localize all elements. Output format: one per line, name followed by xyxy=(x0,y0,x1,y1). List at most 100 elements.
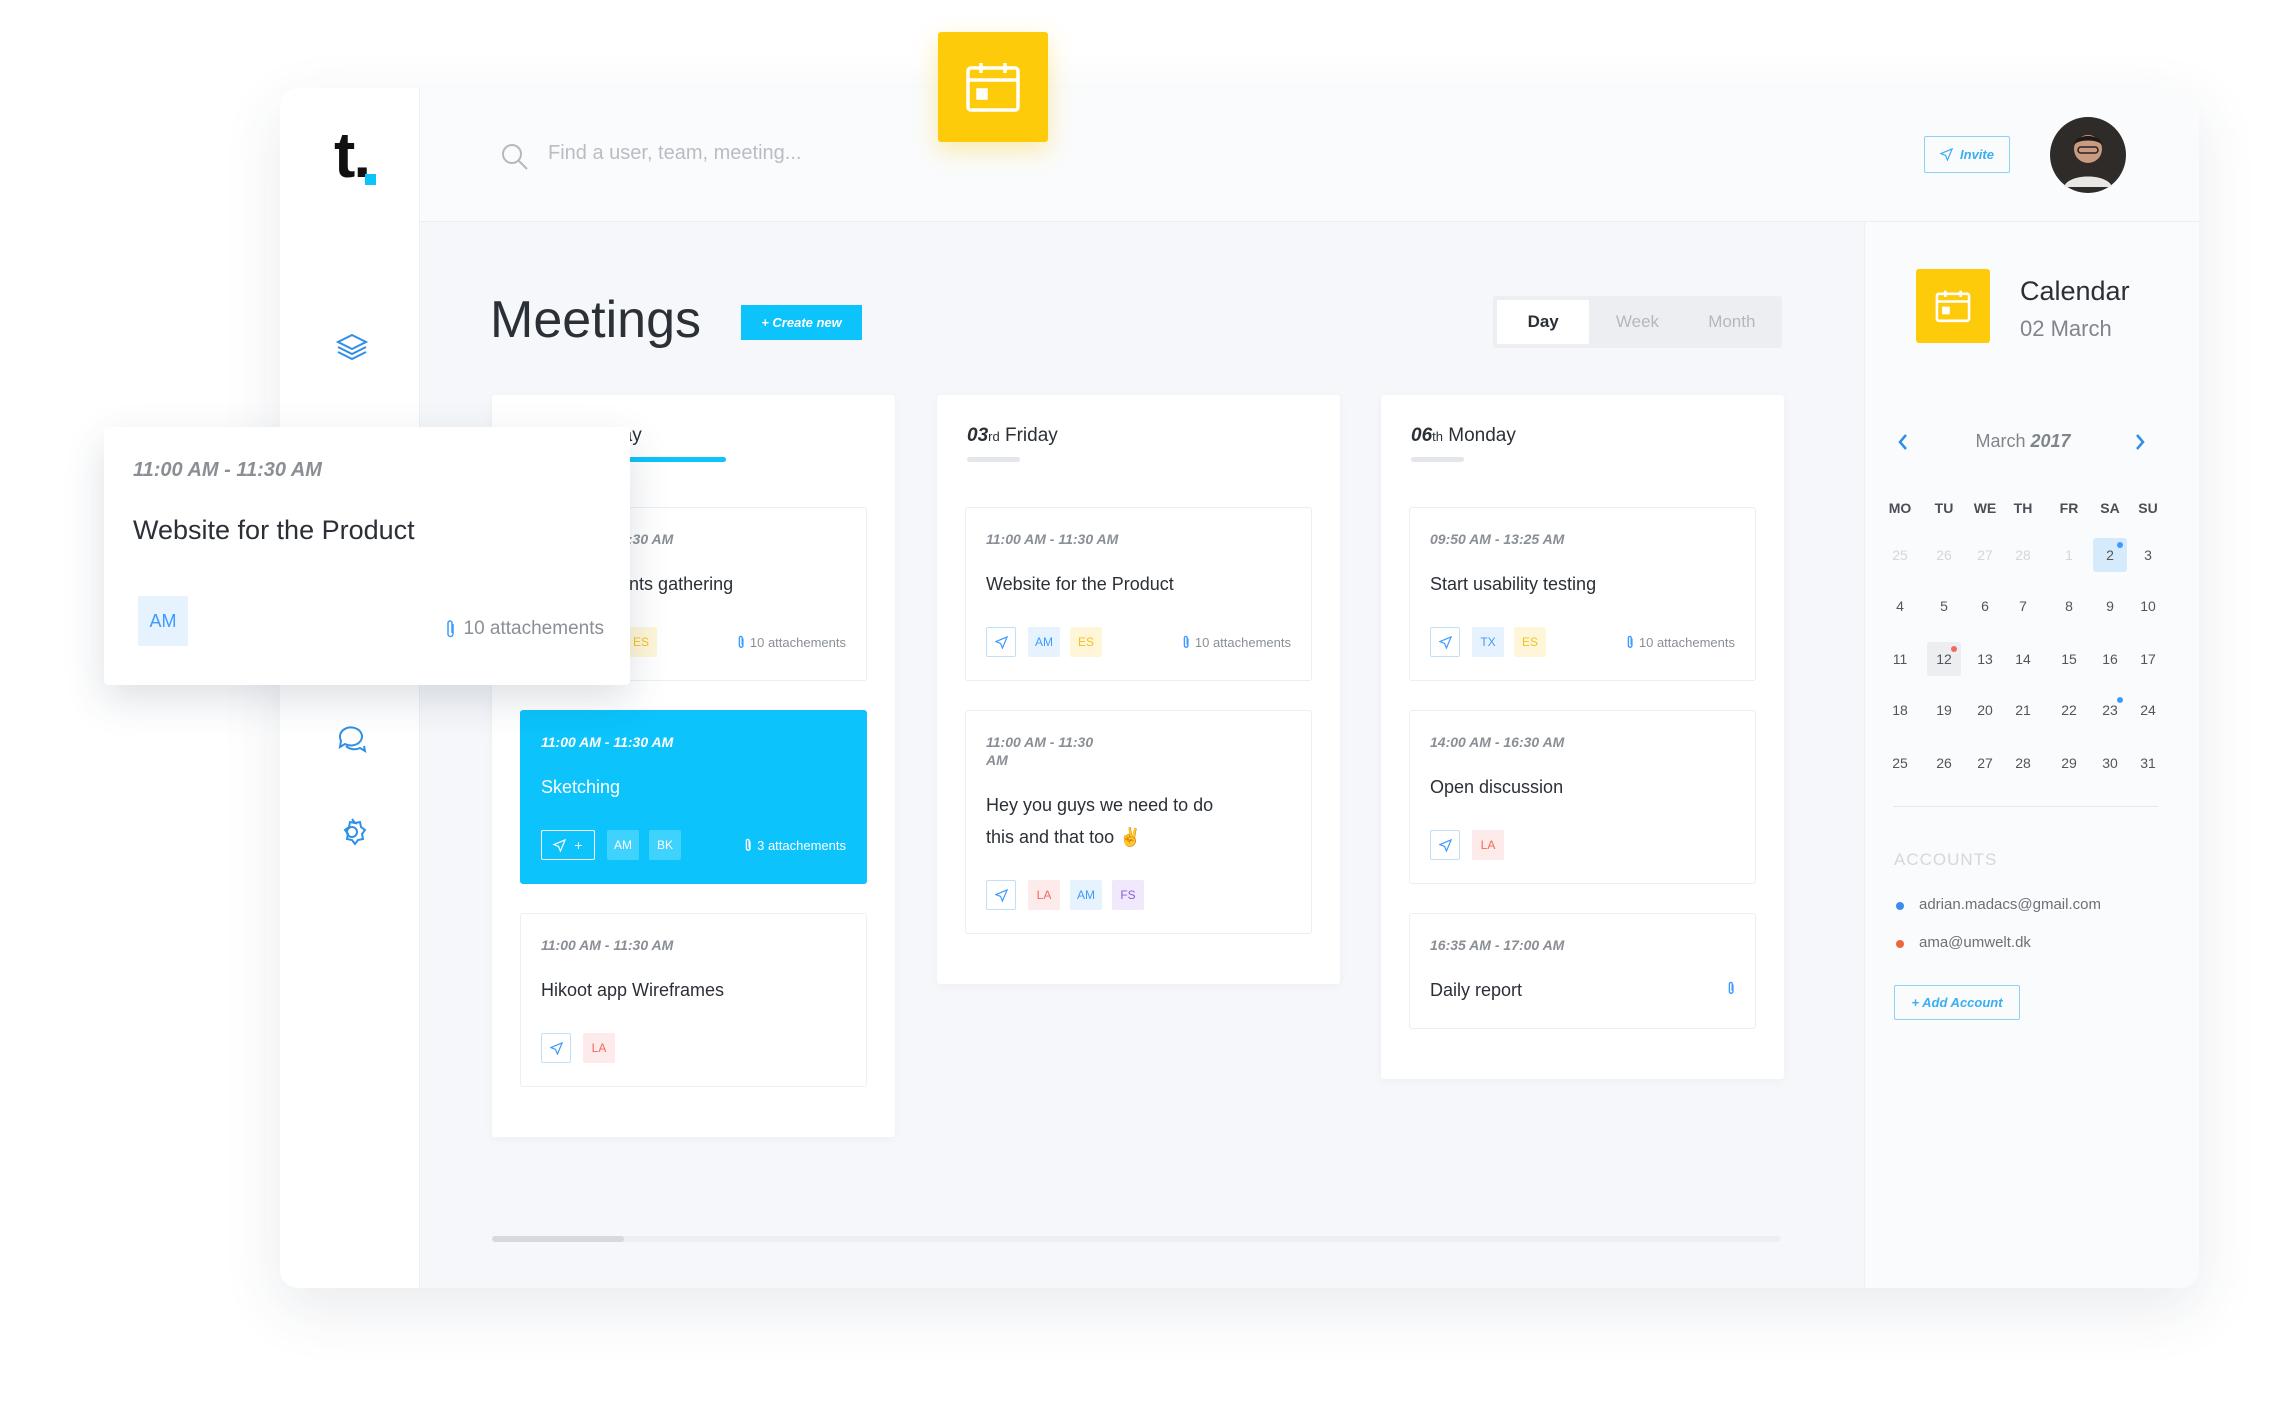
tag-row: TX ES 10 attachements xyxy=(1430,626,1735,658)
calendar-day[interactable]: 4 xyxy=(1896,598,1904,614)
calendar-day[interactable]: 20 xyxy=(1977,702,1993,718)
calendar-day[interactable]: 18 xyxy=(1892,702,1908,718)
calendar-day[interactable]: 6 xyxy=(1981,598,1989,614)
chat-icon[interactable] xyxy=(336,722,368,754)
meeting-card[interactable]: 11:00 AM - 11:30 AM Sketching + AM BK 3 attac… xyxy=(520,710,867,884)
calendar-day[interactable]: 28 xyxy=(2015,755,2031,771)
calendar-day[interactable]: 21 xyxy=(2015,702,2031,718)
calendar-day[interactable]: 1 xyxy=(2065,547,2073,563)
event-dot xyxy=(2117,542,2123,548)
calendar-day[interactable]: 10 xyxy=(2140,598,2156,614)
meeting-title-row: Hey you guys we need to do this and that… xyxy=(986,769,1291,853)
calendar-day[interactable]: 22 xyxy=(2061,702,2077,718)
day-column: 03rd Friday 11:00 AM - 11:30 AM Website fo… xyxy=(937,395,1340,984)
day-underline xyxy=(967,457,1020,462)
meeting-title: Hikoot app Wireframes xyxy=(541,980,725,1000)
calendar-day[interactable]: 17 xyxy=(2140,651,2156,667)
send-button[interactable] xyxy=(1430,627,1460,657)
invite-label: Invite xyxy=(1960,147,1994,162)
weekday: TU xyxy=(1934,500,1954,516)
calendar-day[interactable]: 12 xyxy=(1927,642,1961,676)
send-button[interactable] xyxy=(986,880,1016,910)
calendar-day[interactable]: 15 xyxy=(2061,651,2077,667)
meeting-title-row: Hikoot app Wireframes xyxy=(541,954,846,1006)
day-name: Friday xyxy=(1004,425,1058,446)
layers-icon[interactable] xyxy=(336,332,368,362)
scrollbar-track xyxy=(492,1236,1780,1242)
calendar-day[interactable]: 14 xyxy=(2015,651,2031,667)
scrollbar-thumb[interactable] xyxy=(492,1236,624,1242)
day-suffix: rd xyxy=(988,429,1000,444)
meeting-card[interactable]: 11:00 AM - 11:30 AM Hey you guys we need … xyxy=(965,710,1312,934)
weekday: WE xyxy=(1973,500,1997,516)
meeting-time: 09:50 AM - 13:25 AM xyxy=(1430,531,1565,547)
user-avatar[interactable] xyxy=(2050,117,2126,193)
meeting-card[interactable]: 11:00 AM - 11:30 AM Website for the Produ… xyxy=(965,507,1312,681)
send-button[interactable] xyxy=(1430,830,1460,860)
meeting-card[interactable]: 11:00 AM - 11:30 AM Hikoot app Wireframes… xyxy=(520,913,867,1087)
meeting-title: Sketching xyxy=(541,777,621,797)
meeting-card[interactable]: 14:00 AM - 16:30 AM Open discussion LA xyxy=(1409,710,1756,884)
calendar-day[interactable]: 28 xyxy=(2015,547,2031,563)
chevron xyxy=(1898,434,1907,450)
calendar-day[interactable]: 26 xyxy=(1936,755,1952,771)
chevron xyxy=(2136,434,2145,450)
meeting-title-row: Sketching xyxy=(541,751,846,803)
calendar-day[interactable]: 25 xyxy=(1892,547,1908,563)
view-tab[interactable]: Week xyxy=(1615,312,1660,331)
calendar-day[interactable]: 24 xyxy=(2140,702,2156,718)
create-new-button[interactable]: + Create new xyxy=(741,305,862,340)
accounts-label: ACCOUNTS xyxy=(1894,850,1998,869)
calendar-day[interactable]: 2 xyxy=(2093,538,2127,572)
calendar-day[interactable]: 5 xyxy=(1940,598,1948,614)
calendar-day[interactable]: 16 xyxy=(2102,651,2118,667)
view-tab[interactable]: Month xyxy=(1708,312,1756,331)
calendar-title: Calendar xyxy=(2020,276,2130,306)
calendar-day[interactable]: 29 xyxy=(2061,755,2077,771)
attachments: 10 attachements xyxy=(1627,635,1735,650)
calendar-day[interactable]: 13 xyxy=(1977,651,1993,667)
invite-button[interactable]: Invite xyxy=(1924,136,2010,173)
calendar-day[interactable]: 3 xyxy=(2144,547,2152,563)
calendar-day[interactable]: 7 xyxy=(2019,598,2027,614)
day-column: 06th Monday 09:50 AM - 13:25 AM Start usab… xyxy=(1381,395,1784,1079)
send-button[interactable] xyxy=(986,627,1016,657)
calendar-day[interactable]: 27 xyxy=(1977,755,1993,771)
next-month[interactable] xyxy=(2134,433,2146,456)
search-input[interactable]: Find a user, team, meeting... xyxy=(548,142,802,164)
calendar-day[interactable]: 27 xyxy=(1977,547,1993,563)
meeting-time: 14:00 AM - 16:30 AM xyxy=(1430,734,1565,750)
add-account-button[interactable]: + Add Account xyxy=(1894,985,2020,1020)
meeting-time: 11:00 AM - 11:30 AM xyxy=(986,734,1094,768)
calendar-day[interactable]: 23 xyxy=(2093,693,2127,727)
view-tab[interactable]: Day xyxy=(1497,300,1590,344)
calendar-day[interactable]: 26 xyxy=(1936,547,1952,563)
meeting-card[interactable]: 09:50 AM - 13:25 AM Start usability testi… xyxy=(1409,507,1756,681)
settings-icon[interactable] xyxy=(336,816,368,848)
view-tabs: Day Week Month xyxy=(1493,296,1782,348)
account-email[interactable]: ama@umwelt.dk xyxy=(1919,934,2031,951)
attachments-label: 10 attachements xyxy=(749,634,846,650)
calendar-day[interactable]: 31 xyxy=(2140,755,2156,771)
right-panel xyxy=(1864,222,2199,1288)
meeting-title: Daily report xyxy=(1430,980,1523,1000)
meeting-card[interactable]: 16:35 AM - 17:00 AM Daily report xyxy=(1409,913,1756,1029)
user-tag: ES xyxy=(1514,627,1546,657)
floating-card[interactable]: 11:00 AM - 11:30 AM Website for the Prod… xyxy=(104,427,630,685)
calendar-day[interactable]: 30 xyxy=(2102,755,2118,771)
user-tag: TX xyxy=(1472,627,1504,657)
send-button[interactable]: + xyxy=(541,830,595,860)
tag-row: LA xyxy=(541,1032,846,1064)
user-tag: ES xyxy=(625,627,657,657)
calendar-day[interactable]: 8 xyxy=(2065,598,2073,614)
calendar-day[interactable]: 11 xyxy=(1892,651,1908,667)
paperclip-icon xyxy=(1728,981,1734,994)
account-email[interactable]: adrian.madacs@gmail.com xyxy=(1919,896,2101,913)
paperclip-icon xyxy=(745,838,751,851)
calendar-day[interactable]: 9 xyxy=(2106,598,2114,614)
calendar-day[interactable]: 25 xyxy=(1892,755,1908,771)
logo[interactable]: t. xyxy=(334,119,371,191)
send-button[interactable] xyxy=(541,1033,571,1063)
prev-month[interactable] xyxy=(1897,433,1909,456)
calendar-day[interactable]: 19 xyxy=(1936,702,1952,718)
